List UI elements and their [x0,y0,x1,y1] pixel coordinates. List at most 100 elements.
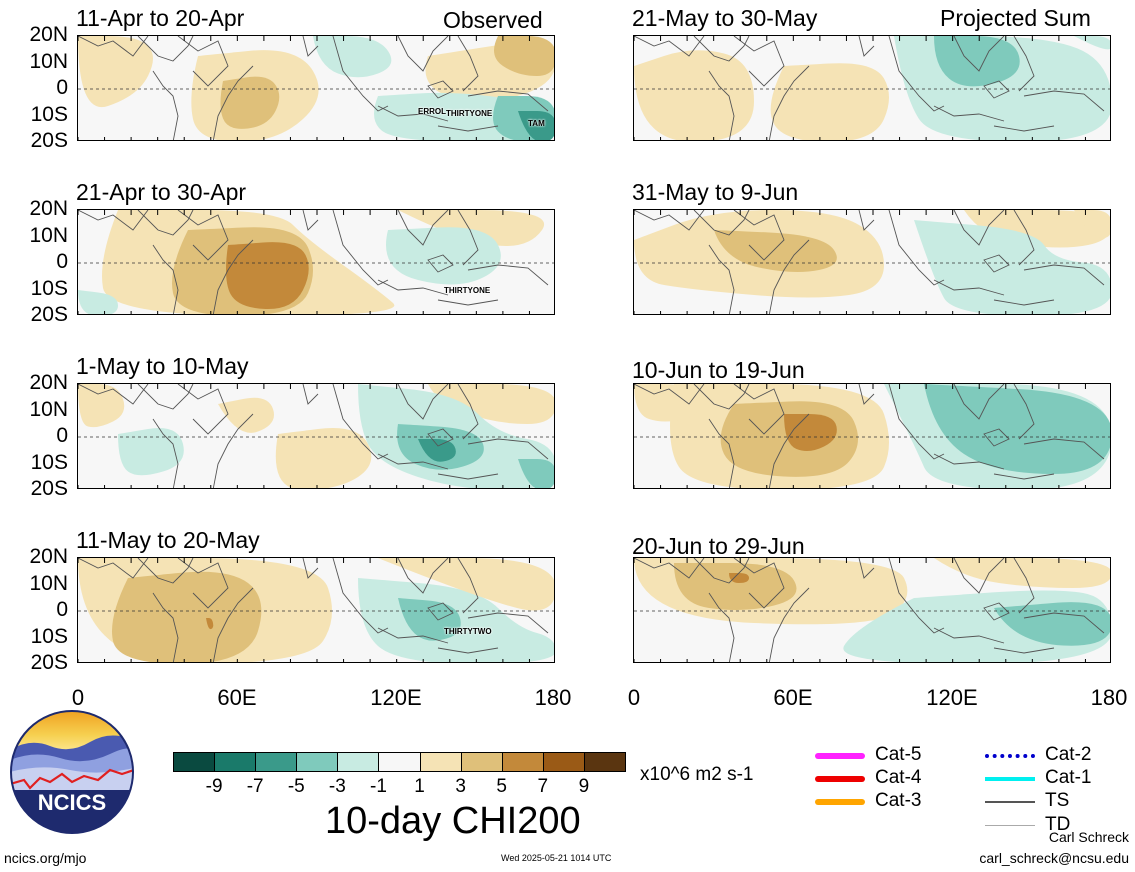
coastline [993,125,1055,132]
anomaly-contour [78,36,153,108]
colorbar-segment [583,752,626,772]
coastline [1023,90,1105,112]
coastline [212,587,254,662]
legend-label: Cat-2 [1045,744,1092,765]
storm-label: THIRTYONE [446,109,493,118]
coastline [437,125,499,132]
anomaly-contour [494,36,554,76]
lat-label: 0 [56,76,68,99]
timestamp: Wed 2025-05-21 1014 UTC [501,853,612,863]
coastline [933,105,1005,122]
chi200-field [78,384,554,488]
footer-url: ncics.org/mjo [4,850,87,866]
colorbar-segment [419,752,462,772]
coastline [177,384,229,435]
coastline [634,210,705,231]
map-panel [633,383,1111,489]
coastline [377,453,449,470]
coastline [983,80,1010,99]
coastline [953,36,1005,72]
author: Carl Schreck [1048,829,1129,845]
lat-label: 0 [56,598,68,621]
email: carl_schreck@ncsu.edu [979,850,1129,866]
coastline [693,384,750,410]
anomaly-contour [118,428,184,476]
legend-label: Cat-1 [1045,767,1092,788]
coastline [693,558,750,584]
colorbar-segment [378,752,421,772]
anomaly-contour [220,76,280,129]
map-panel [77,35,555,141]
coastline [634,558,705,579]
colorbar-segment [501,752,544,772]
coastline [708,70,735,140]
lon-label: 60E [217,685,257,710]
panel-title: 21-May to 30-May [632,5,818,31]
lat-label: 10N [29,397,68,421]
coastline [467,264,549,286]
coastline [1023,612,1105,634]
coastline [708,244,735,314]
colorbar-segment [255,752,298,772]
anomaly-contour [78,290,118,314]
coastline [457,36,479,92]
chi200-field [78,558,554,662]
chi200-field [78,36,554,140]
lat-label: 20N [29,197,68,220]
coastline [212,413,254,488]
lat-label: 20N [29,545,68,568]
coastline [733,558,785,609]
coastline [467,612,549,634]
coastline [212,65,254,140]
lon-label: 120E [926,685,978,710]
lat-label: 10S [30,624,68,648]
anomaly-contour [218,397,274,433]
panel-title: 11-Apr to 20-Apr [76,5,245,31]
coastline [212,239,254,314]
coastline [457,210,479,266]
coastline [983,254,1010,273]
coastline [733,210,785,261]
coastline [437,473,499,480]
coastline [993,473,1055,480]
colorbar-label: -1 [370,776,387,797]
coastline [377,105,449,122]
anomaly-contour [634,384,700,422]
coastline [888,36,945,112]
coastline [78,384,149,405]
colorbar-segment [542,752,585,772]
coastline [427,80,454,99]
coastline [177,36,229,87]
lat-label: 20S [30,303,68,326]
legend-swatch-cat4 [815,776,865,782]
coastline [377,627,449,644]
coastline [427,254,454,273]
coastline [768,413,810,488]
coastline [302,384,319,405]
chi200-field [634,558,1110,662]
coastline [152,244,179,314]
panel-tag: Projected Sum [940,5,1091,31]
map-panel [77,209,555,315]
coastline [78,210,149,231]
lat-label: 10S [30,450,68,474]
anomaly-contour [313,36,392,78]
legend-label: TS [1045,790,1070,811]
panel-title: 11-May to 20-May [76,527,260,553]
coastline [137,384,194,410]
lat-label: 20N [29,371,68,394]
legend-label: Cat-5 [875,744,922,765]
coastline [888,384,945,460]
coastline [302,558,319,579]
map-panel [633,209,1111,315]
colorbar-label: -7 [246,776,264,797]
coastline [177,210,229,261]
colorbar-units: x10^6 m2 s-1 [640,764,754,785]
coastline [302,210,319,231]
coastline [152,418,179,488]
map-panel [633,557,1111,663]
lat-label: 10N [29,49,68,73]
coastline [953,210,1005,246]
coastline [768,587,810,662]
chi200-field [78,210,554,314]
